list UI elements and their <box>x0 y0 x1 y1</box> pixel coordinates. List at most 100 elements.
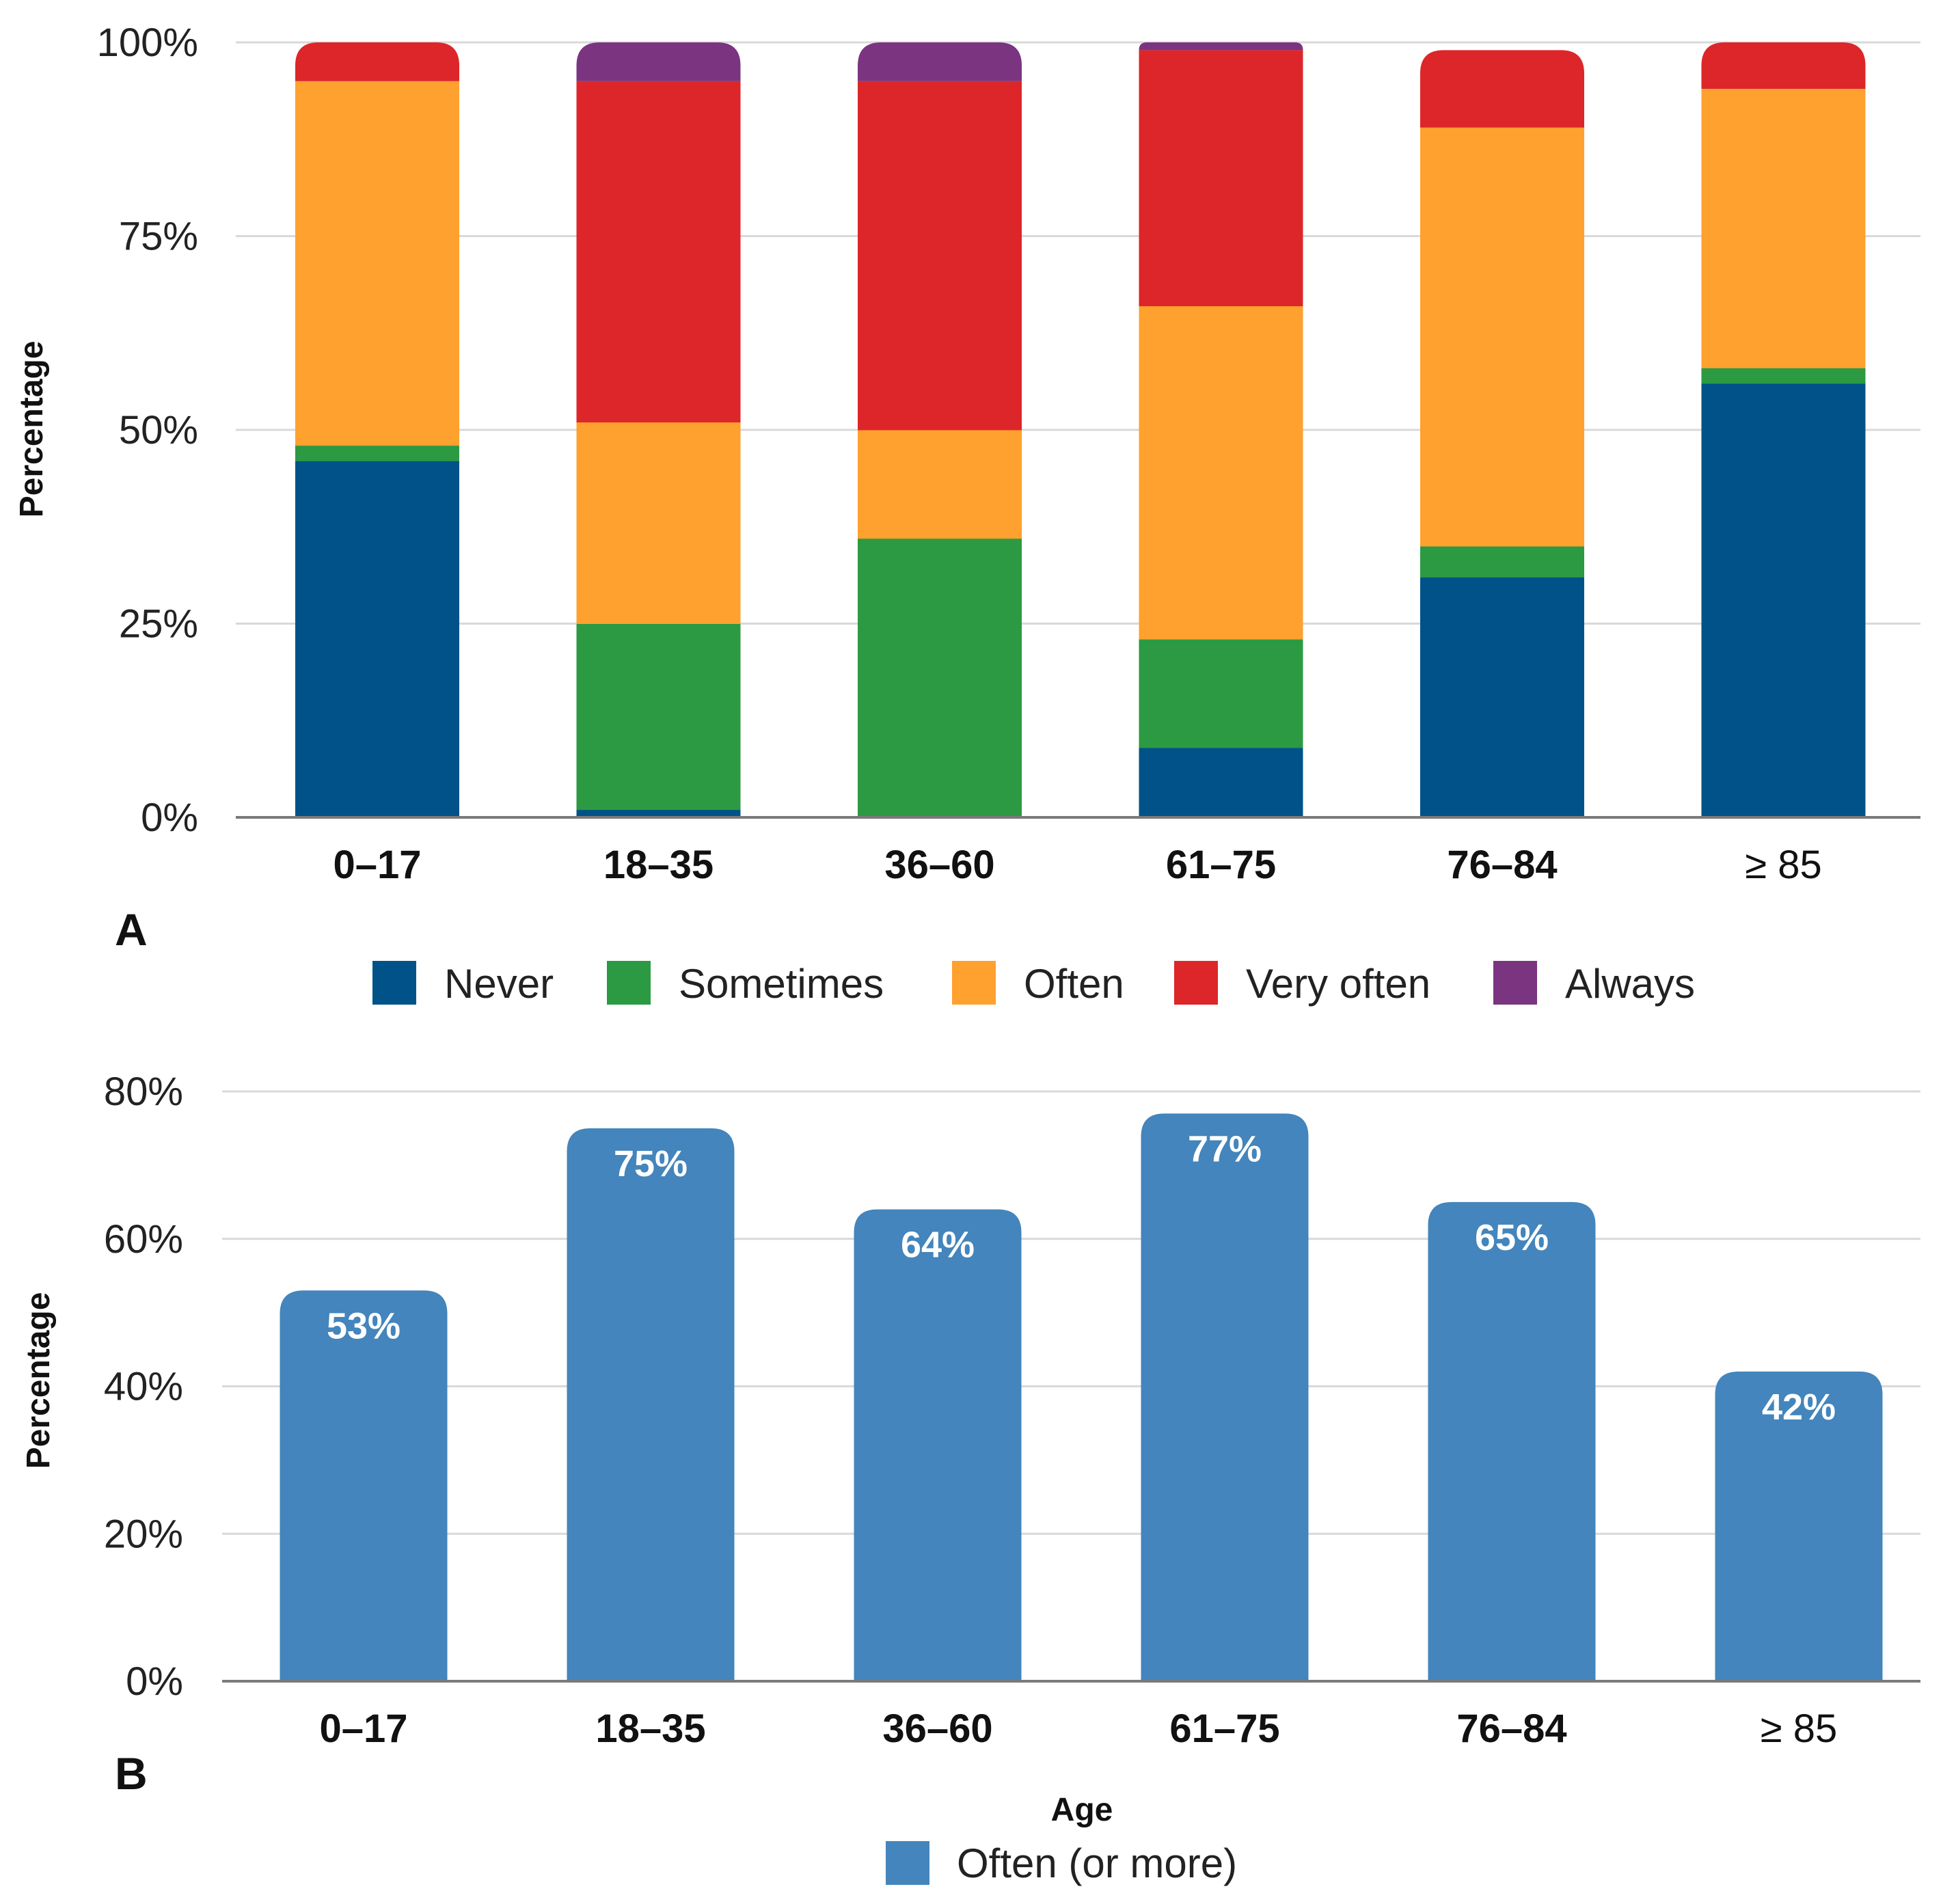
x-tick-label: 61–75 <box>1166 843 1276 887</box>
y-tick-label: 25% <box>119 602 198 647</box>
y-tick-label: 50% <box>119 408 198 452</box>
x-tick-label: 76–84 <box>1456 1706 1566 1751</box>
data-label: 53% <box>327 1305 400 1346</box>
bar-segment-never <box>1139 747 1303 818</box>
y-tick-label: 20% <box>104 1512 183 1556</box>
bar <box>567 1128 735 1681</box>
bar-36-60: 64% <box>854 1209 1022 1681</box>
bar-stack-61-75 <box>1139 42 1303 818</box>
panel-a-stacked-bar-chart: 0% 25% 50% 75% 100% 0–17 18–35 36–60 61–75 76–84… <box>14 21 1920 1007</box>
y-tick-label: 60% <box>104 1217 183 1262</box>
legend-label: Very often <box>1246 961 1430 1007</box>
panel-b-y-ticks: 0% 20% 40% 60% 80% <box>104 1070 183 1704</box>
x-tick-label: 36–60 <box>884 843 994 887</box>
bar <box>1715 1371 1883 1681</box>
bar-segment-very-often <box>1139 50 1303 307</box>
bar-segment-always <box>576 42 741 81</box>
panel-a-legend: Never Sometimes Often Very often Always <box>372 961 1695 1007</box>
panel-b-gridlines <box>222 1090 1920 1535</box>
legend-item-always: Always <box>1493 961 1695 1007</box>
bar-segment-often <box>1420 127 1584 547</box>
data-label: 42% <box>1762 1387 1836 1428</box>
bar-segment-sometimes <box>295 445 459 461</box>
legend-swatch <box>607 961 651 1005</box>
bar-stack-85 <box>1701 42 1866 818</box>
bar <box>854 1209 1022 1681</box>
data-label: 75% <box>614 1143 688 1184</box>
x-tick-label: 76–84 <box>1447 843 1557 887</box>
legend-swatch <box>1174 961 1218 1005</box>
legend-label: Often (or more) <box>957 1840 1237 1886</box>
panel-b-y-axis-title: Percentage <box>21 1292 57 1469</box>
bar-76-84: 65% <box>1428 1201 1596 1681</box>
data-label: 77% <box>1188 1128 1262 1169</box>
y-tick-label: 40% <box>104 1365 183 1409</box>
panel-b-x-ticks: 0–17 18–35 36–60 61–75 76–84 ≥ 85 <box>319 1706 1837 1751</box>
bar-segment-very-often <box>576 81 741 423</box>
x-tick-label: 18–35 <box>603 843 714 887</box>
bar-segment-often <box>1701 89 1866 368</box>
legend-label: Often <box>1024 961 1124 1007</box>
legend-swatch <box>1493 961 1537 1005</box>
legend-swatch <box>372 961 416 1005</box>
x-tick-label: 61–75 <box>1169 1706 1279 1751</box>
bar-segment-sometimes <box>858 538 1022 818</box>
bar-segment-often <box>1139 305 1303 640</box>
bar-segment-sometimes <box>576 623 741 811</box>
bar-segment-often <box>576 422 741 624</box>
bar-stack-0-17 <box>295 42 459 818</box>
bar-segment-never <box>295 461 459 818</box>
panel-a-y-axis-title: Percentage <box>14 341 50 518</box>
legend-swatch <box>886 1841 929 1885</box>
bar-segment-never <box>1701 383 1866 818</box>
bar-segment-often <box>295 81 459 446</box>
panel-b-letter: B <box>115 1748 148 1799</box>
legend-item-never: Never <box>372 961 554 1007</box>
bar-segment-very-often <box>1420 50 1584 128</box>
bar-segment-never <box>1420 577 1584 818</box>
bar <box>280 1290 448 1681</box>
bar <box>1428 1201 1596 1681</box>
panel-b-x-axis-title: Age <box>1051 1792 1113 1828</box>
y-tick-label: 75% <box>119 215 198 259</box>
panel-b-bar-chart: 53% 75% 64% 77% 65% 42% 0% 20% 40% 60% 80% 0–17 18… <box>21 1070 1920 1886</box>
bar-segment-always <box>1139 42 1303 51</box>
bar-segment-very-often <box>858 81 1022 431</box>
bar-61-75: 77% <box>1141 1113 1309 1681</box>
y-tick-label: 0% <box>141 795 198 840</box>
bar-segment-very-often <box>295 42 459 81</box>
y-tick-label: 100% <box>97 21 198 65</box>
legend-label: Always <box>1565 961 1695 1007</box>
panel-a-x-ticks: 0–17 18–35 36–60 61–75 76–84 ≥ 85 <box>333 843 1821 887</box>
bar-stack-18-35 <box>576 42 741 818</box>
bar-segment-sometimes <box>1701 368 1866 384</box>
bar-stack-36-60 <box>858 42 1022 818</box>
legend-item-very-often: Very often <box>1174 961 1430 1007</box>
data-label: 64% <box>901 1225 975 1266</box>
legend-item-sometimes: Sometimes <box>607 961 884 1007</box>
x-tick-label: 18–35 <box>595 1706 705 1751</box>
data-label: 65% <box>1475 1217 1549 1258</box>
legend-item-often-or-more: Often (or more) <box>886 1840 1237 1886</box>
bar-segment-always <box>858 42 1022 81</box>
x-tick-label: 36–60 <box>882 1706 992 1751</box>
legend-swatch <box>952 961 996 1005</box>
y-tick-label: 80% <box>104 1070 183 1114</box>
x-tick-label: ≥ 85 <box>1761 1706 1837 1751</box>
bar-segment-sometimes <box>1420 546 1584 577</box>
panel-b-bars: 53% 75% 64% 77% 65% 42% <box>222 1113 1920 1683</box>
panel-a-letter: A <box>115 904 148 955</box>
bar-18-35: 75% <box>567 1128 735 1681</box>
y-tick-label: 0% <box>126 1659 183 1704</box>
panel-b-legend: Often (or more) <box>886 1840 1237 1886</box>
bar-segment-sometimes <box>1139 639 1303 748</box>
legend-label: Never <box>444 961 554 1007</box>
panel-a-gridlines <box>236 41 1920 625</box>
x-tick-label: 0–17 <box>319 1706 407 1751</box>
panel-a-y-ticks: 0% 25% 50% 75% 100% <box>97 21 198 840</box>
bar-stack-76-84 <box>1420 50 1584 818</box>
bar-0-17: 53% <box>280 1290 448 1681</box>
legend-item-often: Often <box>952 961 1124 1007</box>
x-tick-label: ≥ 85 <box>1745 843 1821 887</box>
